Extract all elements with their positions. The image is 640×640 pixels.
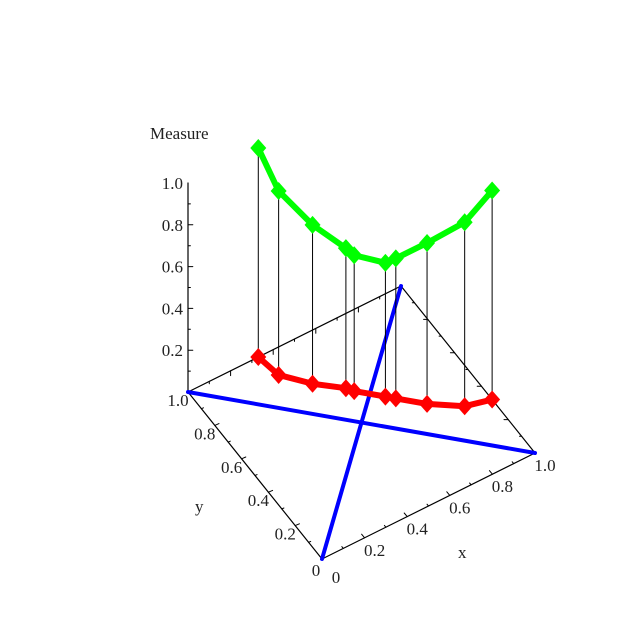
floor-path-marker	[387, 389, 404, 408]
x-tick	[361, 533, 366, 539]
measure-series	[250, 139, 501, 272]
tick-labels: 0 0.2 0.4 0.6 0.8 1.0 0 0.2 0.4 0.6 0.8 1.0 0.2 0.4 0.…	[162, 174, 556, 587]
measure-marker	[337, 239, 354, 258]
x-tick	[341, 546, 344, 549]
floor-path-line	[256, 354, 493, 410]
floor-path-marker	[419, 394, 436, 413]
y-tick	[281, 507, 285, 510]
floor-path-marker	[270, 365, 287, 384]
measure-marker	[304, 215, 321, 234]
floor-path-marker	[346, 382, 363, 401]
y-tick	[294, 523, 300, 527]
x-tick-label: 0	[332, 568, 341, 587]
z-tick-label: 0.4	[162, 299, 184, 318]
y-tick-label: 0	[312, 561, 321, 580]
x-tick	[426, 503, 429, 507]
x-tick	[488, 470, 493, 475]
x-tick-label: 0.4	[407, 520, 429, 539]
z-axis-title: Measure	[150, 124, 209, 143]
y-tick	[267, 489, 274, 493]
x-tick	[383, 524, 387, 528]
y-tick	[308, 540, 312, 543]
measure-marker	[419, 233, 436, 252]
floor-path-marker	[456, 397, 473, 416]
y-tick-label: 1.0	[167, 391, 188, 410]
z-tick-label: 0.8	[162, 216, 183, 235]
x-tick	[511, 461, 515, 465]
measure-marker	[387, 249, 404, 268]
z-tick-label: 0.2	[162, 341, 183, 360]
y-tick-label: 0.8	[194, 424, 215, 443]
x-tick-label: 0.2	[364, 541, 385, 560]
y-tick	[241, 456, 247, 460]
y-tick	[200, 407, 204, 410]
measure-marker	[346, 246, 363, 265]
floor-path-marker	[377, 387, 394, 406]
measure-marker	[456, 213, 473, 232]
y-tick-label: 0.4	[248, 491, 270, 510]
z-tick-label: 1.0	[162, 174, 183, 193]
x-axis-title: x	[458, 543, 467, 562]
floor-path-marker	[484, 390, 501, 409]
z-tick-label: 0.6	[162, 258, 183, 277]
x-tick-label: 0.6	[449, 498, 470, 517]
x-tick-label: 0.8	[492, 477, 513, 496]
y-tick-label: 0.6	[221, 458, 242, 477]
y-tick-label: 0.2	[275, 525, 296, 544]
floor-path-marker	[250, 348, 267, 367]
floor-box	[187, 182, 536, 560]
x-tick-label: 1.0	[534, 456, 555, 475]
y-axis-title: y	[195, 497, 204, 516]
y-tick	[214, 423, 220, 426]
diagonal-lines	[186, 284, 537, 561]
diagonal-line	[186, 390, 537, 455]
floor-path-marker	[304, 374, 321, 393]
measure-line	[255, 146, 495, 266]
x-tick	[469, 482, 472, 486]
stem-lines	[257, 147, 493, 407]
y-tick	[254, 474, 258, 476]
x-tick	[446, 491, 451, 496]
x-tick	[403, 512, 408, 518]
floor-path-series	[250, 348, 501, 416]
y-tick	[227, 440, 231, 443]
measure-marker	[250, 139, 267, 158]
measure-marker	[270, 182, 287, 201]
axis-ticks	[187, 203, 523, 549]
measure-marker	[484, 181, 501, 200]
